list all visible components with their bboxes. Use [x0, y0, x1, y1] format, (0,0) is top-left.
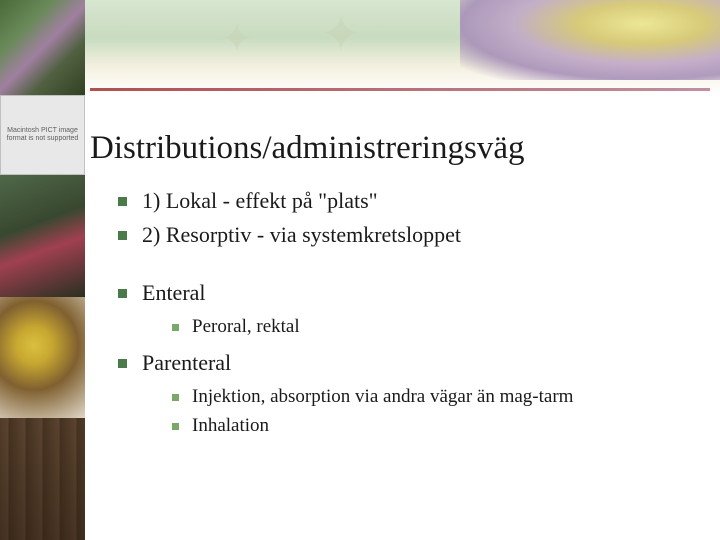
bullet-text: 2) Resorptiv - via systemkretsloppet	[142, 222, 461, 247]
sub-bullet-list: Peroral, rektal	[142, 313, 710, 342]
bullet-item: 2) Resorptiv - via systemkretsloppet	[118, 219, 710, 251]
bullet-text: Enteral	[142, 280, 206, 305]
banner-decor	[200, 5, 500, 85]
sub-bullet-list: Injektion, absorption via andra vägar än…	[142, 383, 710, 440]
sub-bullet-item: Inhalation	[172, 412, 710, 441]
title-rule	[90, 88, 710, 91]
missing-pict-placeholder: Macintosh PICT image format is not suppo…	[0, 95, 85, 175]
bullet-item: 1) Lokal - effekt på "plats"	[118, 185, 710, 217]
sub-bullet-item: Peroral, rektal	[172, 313, 710, 342]
sidebar-photo-4	[0, 418, 85, 540]
sidebar-photo-2	[0, 175, 85, 297]
bullet-text: 1) Lokal - effekt på "plats"	[142, 188, 378, 213]
sidebar-images: Macintosh PICT image format is not suppo…	[0, 95, 85, 540]
banner-image	[0, 0, 720, 95]
slide-content: Distributions/administreringsväg 1) Loka…	[90, 130, 710, 446]
bullet-item: Enteral Peroral, rektal	[118, 277, 710, 341]
sub-bullet-text: Inhalation	[192, 415, 269, 436]
slide-title: Distributions/administreringsväg	[90, 130, 710, 167]
sub-bullet-item: Injektion, absorption via andra vägar än…	[172, 383, 710, 412]
bullet-list: 1) Lokal - effekt på "plats" 2) Resorpti…	[90, 185, 710, 440]
sub-bullet-text: Injektion, absorption via andra vägar än…	[192, 386, 573, 407]
bullet-text: Parenteral	[142, 350, 231, 375]
sidebar-photo-3	[0, 297, 85, 419]
sub-bullet-text: Peroral, rektal	[192, 316, 300, 337]
bullet-item: Parenteral Injektion, absorption via and…	[118, 347, 710, 440]
